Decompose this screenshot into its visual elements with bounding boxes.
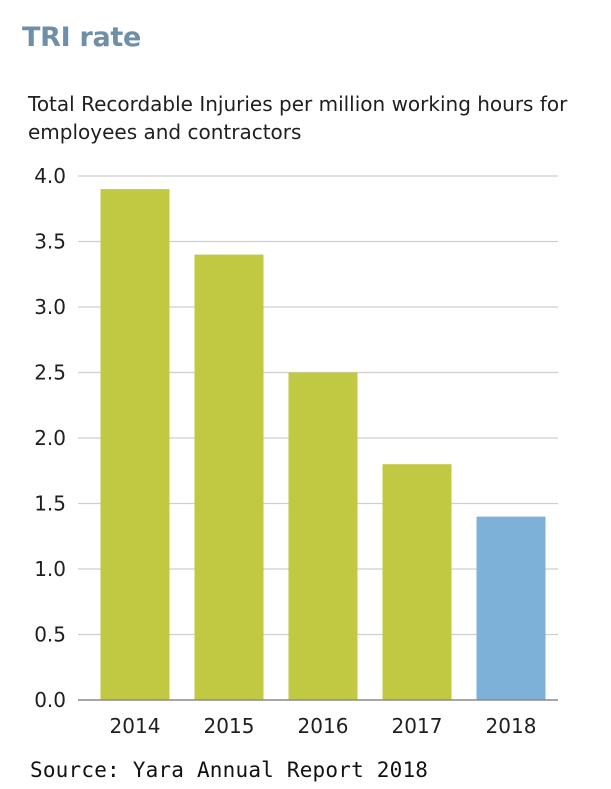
x-tick-label: 2017 <box>392 714 443 738</box>
grid-layer <box>78 175 558 636</box>
x-tick-label: 2014 <box>110 714 161 738</box>
source-note: Source: Yara Annual Report 2018 <box>30 758 429 782</box>
y-tick-label: 0.0 <box>34 688 66 712</box>
bar-2015 <box>194 254 264 700</box>
bar-2018 <box>476 516 546 700</box>
bar-2016 <box>288 372 358 700</box>
bar-2017 <box>382 464 452 700</box>
y-tick-label: 2.0 <box>34 426 66 450</box>
y-tick-label: 0.5 <box>34 623 66 647</box>
y-tick-label: 4.0 <box>34 164 66 188</box>
x-tick-label: 2016 <box>298 714 349 738</box>
y-tick-label: 2.5 <box>34 361 66 385</box>
y-tick-label: 1.5 <box>34 492 66 516</box>
chart-subtitle: Total Recordable Injuries per million wo… <box>28 92 568 144</box>
x-tick-label: 2015 <box>204 714 255 738</box>
bar-2014 <box>100 189 170 700</box>
y-tick-label: 3.5 <box>34 230 66 254</box>
y-tick-label: 3.0 <box>34 295 66 319</box>
x-tick-label: 2018 <box>486 714 537 738</box>
chart-title: TRI rate <box>22 22 142 53</box>
bars-layer <box>100 189 546 700</box>
labels-layer: 0.0 0.5 1.0 1.5 2.0 2.5 3.0 3.5 4.0 2014 2015 2016 2… <box>34 164 536 738</box>
y-tick-label: 1.0 <box>34 557 66 581</box>
